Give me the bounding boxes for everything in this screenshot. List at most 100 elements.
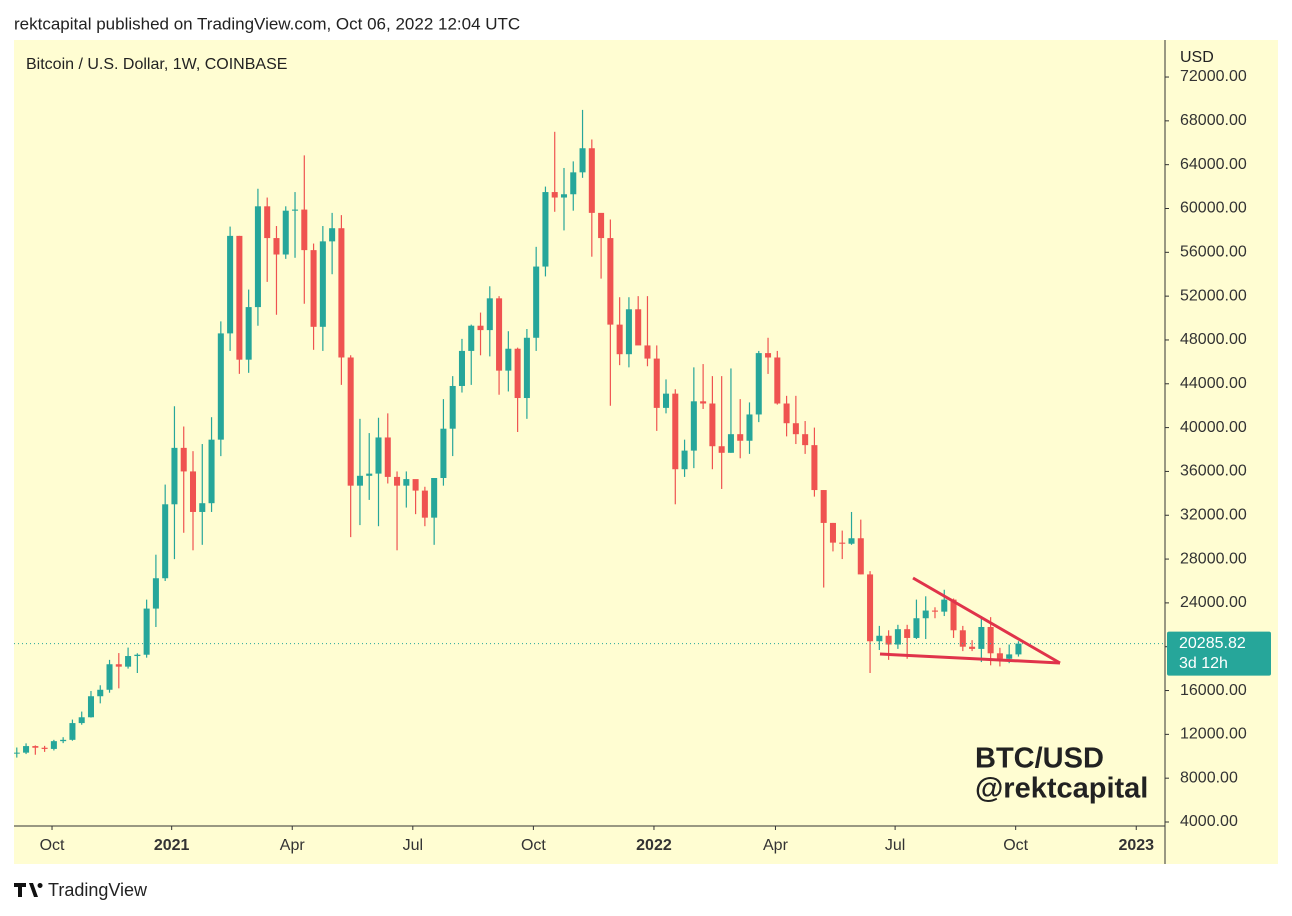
candle-body <box>811 445 818 491</box>
candle-body <box>319 241 326 327</box>
x-tick-label: Oct <box>521 837 546 854</box>
candle-body <box>737 434 744 441</box>
candle-body <box>180 447 187 472</box>
y-tick-label: 60000.00 <box>1180 200 1247 217</box>
candle-body <box>115 664 122 667</box>
x-tick-label: Jul <box>403 837 423 854</box>
candle-body <box>50 741 57 749</box>
candle-body <box>894 629 901 645</box>
candle-body <box>857 538 864 575</box>
x-tick-label: Apr <box>763 837 789 854</box>
candle-body <box>709 403 716 447</box>
x-tick-label: Apr <box>280 837 306 854</box>
brand: TradingView <box>14 880 148 900</box>
publish-header: rektcapital published on TradingView.com… <box>14 14 520 33</box>
brand-logo <box>14 883 43 897</box>
x-tick-label: Oct <box>1003 837 1028 854</box>
candle-body <box>672 393 679 470</box>
y-tick-label: 48000.00 <box>1180 331 1247 348</box>
y-tick-label: 36000.00 <box>1180 463 1247 480</box>
candle-body <box>765 353 772 358</box>
y-tick-label: 12000.00 <box>1180 726 1247 743</box>
candle-body <box>969 646 976 649</box>
y-tick-label: 44000.00 <box>1180 375 1247 392</box>
candle-body <box>273 238 280 255</box>
y-tick-label: 16000.00 <box>1180 682 1247 699</box>
candle-body <box>523 337 530 399</box>
candle-body <box>264 206 271 239</box>
candle-body <box>755 353 762 415</box>
candle-body <box>217 333 224 440</box>
candle-body <box>375 437 382 474</box>
candle-body <box>356 475 363 486</box>
candle-body <box>338 228 345 358</box>
candle-body <box>477 325 484 331</box>
candle-body <box>282 210 289 255</box>
candle-body <box>978 626 985 649</box>
candle-body <box>625 309 632 355</box>
y-tick-label: 40000.00 <box>1180 419 1247 436</box>
candle-body <box>727 434 734 453</box>
candle-body <box>774 357 781 404</box>
candle-body <box>347 357 354 486</box>
y-tick-label: 28000.00 <box>1180 550 1247 567</box>
candle-body <box>468 325 475 351</box>
candle-body <box>570 172 577 195</box>
y-tick-label: 56000.00 <box>1180 244 1247 261</box>
candle-body <box>412 479 419 491</box>
candle-body <box>440 428 447 478</box>
candle-body <box>1006 654 1013 659</box>
candle-body <box>496 298 503 371</box>
candle-body <box>14 752 20 754</box>
candle-body <box>551 192 558 198</box>
candle-body <box>607 238 614 325</box>
candle-body <box>987 626 994 654</box>
candle-body <box>505 348 512 371</box>
candle-body <box>829 522 836 543</box>
candle-body <box>431 477 438 518</box>
y-tick-label: 68000.00 <box>1180 112 1247 129</box>
x-tick-label: 2021 <box>154 837 190 854</box>
candle-body <box>23 746 30 753</box>
candle-body <box>941 599 948 612</box>
last-price-label: 20285.82 <box>1179 635 1246 652</box>
candle-body <box>913 618 920 638</box>
candle-body <box>690 401 697 451</box>
candle-body <box>366 473 373 476</box>
candle-body <box>802 434 809 446</box>
candle-body <box>514 348 521 399</box>
candle-body <box>449 385 456 429</box>
candle-body <box>384 437 391 477</box>
candle-body <box>792 423 799 435</box>
candle-body <box>421 490 428 518</box>
candle-body <box>97 689 104 697</box>
candle-body <box>458 350 465 386</box>
candle-body <box>227 235 234 334</box>
bar-countdown: 3d 12h <box>1179 655 1228 672</box>
y-tick-label: 52000.00 <box>1180 287 1247 304</box>
candle-body <box>950 599 957 631</box>
candle-body <box>254 206 261 308</box>
candle-body <box>783 403 790 424</box>
candle-body <box>663 393 670 408</box>
candle-body <box>236 235 243 360</box>
candle-body <box>292 209 299 211</box>
candle-body <box>41 747 48 749</box>
candle-body <box>560 194 568 198</box>
y-axis-label: USD <box>1180 49 1214 66</box>
candle-body <box>598 212 605 239</box>
candle-body <box>87 696 94 718</box>
candle-body <box>959 630 966 647</box>
brand-name: TradingView <box>48 880 148 900</box>
candle-body <box>134 654 141 657</box>
candle-body <box>329 228 336 242</box>
candle-body <box>876 635 883 642</box>
candle-body <box>208 439 215 504</box>
x-tick-label: Oct <box>40 837 65 854</box>
candle-body <box>32 746 39 748</box>
y-tick-label: 8000.00 <box>1180 769 1238 786</box>
candle-body <box>69 723 76 740</box>
candle-body <box>904 629 911 638</box>
